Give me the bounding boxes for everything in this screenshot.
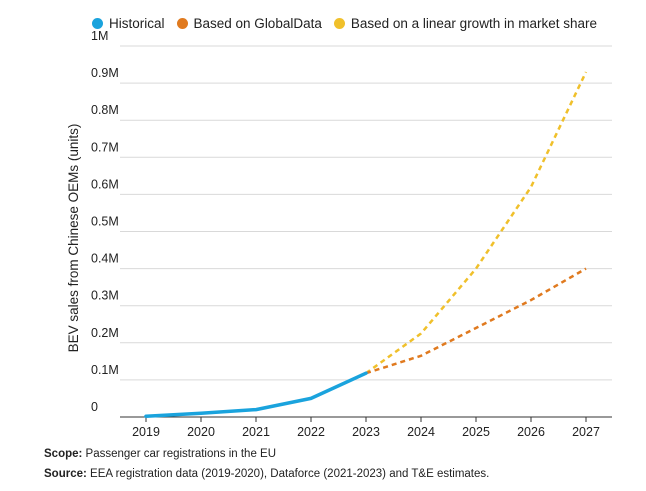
y-tick-label: 0 xyxy=(91,400,98,414)
legend-label-globaldata: Based on GlobalData xyxy=(193,16,322,31)
x-tick-label: 2019 xyxy=(132,425,160,439)
legend-item-historical: Historical xyxy=(92,16,165,31)
x-tick-label: 2021 xyxy=(242,425,270,439)
source-label: Source: xyxy=(44,468,87,480)
legend-swatch-globaldata xyxy=(176,18,188,29)
source-text: EEA registration data (2019-2020), Dataf… xyxy=(86,468,490,480)
source-note: Source: EEA registration data (2019-2020… xyxy=(44,464,489,484)
y-tick-label: 0.7M xyxy=(91,140,119,154)
y-tick-label: 0.2M xyxy=(91,326,119,340)
legend-label-historical: Historical xyxy=(109,16,165,31)
y-tick-label: 1M xyxy=(91,29,108,43)
y-tick-label: 0.5M xyxy=(91,215,119,229)
chart-legend: Historical Based on GlobalData Based on … xyxy=(92,16,609,31)
y-tick-label: 0.3M xyxy=(91,289,119,303)
y-axis-title: BEV sales from Chinese OEMs (units) xyxy=(66,124,81,353)
y-tick-label: 0.8M xyxy=(91,103,119,117)
legend-swatch-linear-growth xyxy=(333,18,345,29)
x-tick-label: 2024 xyxy=(407,425,435,439)
y-tick-label: 0.9M xyxy=(91,66,119,80)
y-tick-label: 0.6M xyxy=(91,177,119,191)
scope-label: Scope: xyxy=(44,448,83,460)
y-tick-label: 0.1M xyxy=(91,363,119,377)
y-tick-label: 0.4M xyxy=(91,252,119,266)
series-line-based-on-globaldata xyxy=(365,267,587,375)
chart-notes: Scope: Passenger car registrations in th… xyxy=(44,444,489,484)
legend-item-linear-growth: Based on a linear growth in market share xyxy=(333,16,597,31)
x-tick-label: 2026 xyxy=(517,425,545,439)
x-tick-label: 2025 xyxy=(462,425,490,439)
scope-text: Passenger car registrations in the EU xyxy=(82,448,277,460)
x-tick-label: 2023 xyxy=(352,425,380,439)
series-line-based-on-a-linear-growth-in-market-share xyxy=(365,71,588,375)
legend-label-linear-growth: Based on a linear growth in market share xyxy=(350,16,597,31)
legend-item-globaldata: Based on GlobalData xyxy=(176,16,322,31)
legend-swatch-historical xyxy=(92,18,103,29)
scope-note: Scope: Passenger car registrations in th… xyxy=(44,444,489,464)
x-tick-label: 2020 xyxy=(187,425,215,439)
x-tick-label: 2027 xyxy=(572,425,600,439)
series-line-historical xyxy=(144,371,368,419)
x-tick-label: 2022 xyxy=(297,425,325,439)
